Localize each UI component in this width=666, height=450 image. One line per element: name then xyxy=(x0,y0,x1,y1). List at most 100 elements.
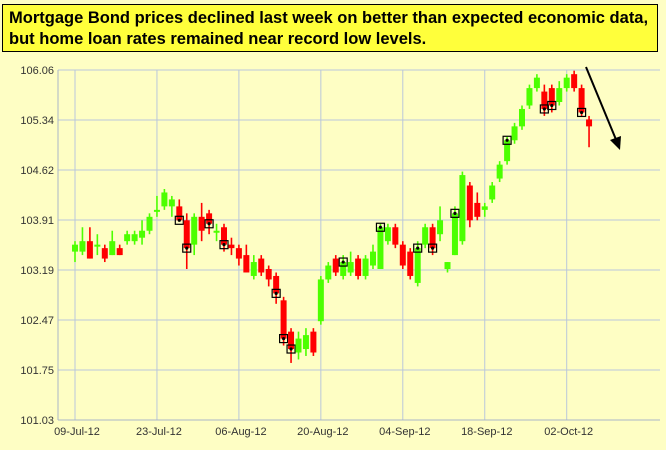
candle-body xyxy=(168,199,175,207)
candle-body xyxy=(392,227,399,245)
candle-body xyxy=(377,227,384,270)
candle-down xyxy=(101,244,108,263)
candle-down xyxy=(198,202,205,242)
candle-body xyxy=(161,192,168,207)
candle-down xyxy=(474,192,481,221)
candle-body xyxy=(101,248,108,259)
x-axis: 09-Jul-12 23-Jul-12 06-Aug-12 20-Aug-12 04-S… xyxy=(54,426,593,438)
candle-body xyxy=(340,262,347,276)
trend-arrow-shaft xyxy=(585,66,618,143)
candle-up xyxy=(347,251,354,276)
x-tick-label: 04-Sep-12 xyxy=(379,426,430,438)
candle-up xyxy=(519,105,525,130)
candle-marker xyxy=(450,208,460,218)
candle-body xyxy=(302,335,309,350)
candle-up xyxy=(384,223,391,245)
candle-marker xyxy=(271,288,281,298)
candle-body xyxy=(206,213,213,224)
candle-up xyxy=(563,74,570,92)
candle-body xyxy=(213,230,220,233)
candle-down xyxy=(86,227,93,259)
candle-up xyxy=(191,213,198,256)
y-tick-label: 101.75 xyxy=(20,365,54,377)
candle-body xyxy=(414,248,421,283)
candle-up xyxy=(250,255,257,280)
candle-up xyxy=(72,241,78,263)
candle-marker-dot xyxy=(416,246,420,250)
candle-up xyxy=(444,262,451,273)
candle-body xyxy=(347,262,354,273)
candle-body xyxy=(325,265,332,280)
candle-up xyxy=(496,161,503,183)
candles xyxy=(72,70,593,363)
candle-up xyxy=(146,213,153,235)
candle-up xyxy=(168,195,175,217)
y-tick-label: 106.06 xyxy=(20,65,54,77)
candle-body xyxy=(437,220,444,235)
trend-arrow-annotation xyxy=(585,66,621,150)
candle-body xyxy=(541,91,548,109)
candle-up xyxy=(153,195,160,217)
candle-body xyxy=(422,227,429,245)
candle-body xyxy=(258,258,265,273)
candle-body xyxy=(86,241,93,259)
candle-up xyxy=(131,230,138,245)
candle-up xyxy=(79,227,86,256)
candle-marker xyxy=(279,333,289,344)
chart-headline-box: Mortgage Bond prices declined last week … xyxy=(2,4,658,52)
candle-up xyxy=(422,223,429,249)
x-tick-label: 09-Jul-12 xyxy=(54,426,100,438)
candle-marker-dot xyxy=(282,336,286,341)
candle-down xyxy=(279,296,289,346)
candle-down xyxy=(332,255,339,276)
candle-body xyxy=(131,234,138,242)
y-tick-label: 105.34 xyxy=(20,115,54,127)
candle-down xyxy=(204,209,214,235)
y-tick-label: 103.91 xyxy=(20,215,54,227)
candle-marker xyxy=(174,215,184,225)
candle-marker xyxy=(428,243,438,253)
candle-down xyxy=(228,237,235,256)
candle-body xyxy=(153,209,160,212)
candle-body xyxy=(250,262,257,276)
candle-down xyxy=(258,255,265,276)
candle-body xyxy=(198,216,205,231)
candle-body xyxy=(556,88,563,103)
candle-up xyxy=(511,122,518,144)
candle-marker xyxy=(204,219,214,229)
candle-marker-dot xyxy=(289,347,293,351)
candle-up xyxy=(437,206,444,242)
candle-down xyxy=(116,244,123,256)
candle-body xyxy=(243,255,250,273)
candle-up xyxy=(459,171,466,245)
candle-marker xyxy=(286,344,296,354)
candle-down xyxy=(182,213,192,270)
candle-marker xyxy=(576,107,587,118)
candle-up xyxy=(109,230,116,256)
x-tick-label: 18-Sep-12 xyxy=(461,426,512,438)
candle-body xyxy=(362,258,369,276)
candle-marker-dot xyxy=(431,246,435,250)
candle-up xyxy=(302,328,309,356)
candle-marker xyxy=(338,257,348,267)
candle-body xyxy=(221,227,227,245)
candle-body xyxy=(176,206,183,221)
y-tick-label: 101.03 xyxy=(20,415,54,427)
candle-marker xyxy=(219,240,229,250)
candle-body xyxy=(72,244,78,252)
candle-down xyxy=(428,223,438,256)
candle-up xyxy=(213,223,220,242)
candle-marker-dot xyxy=(222,243,226,247)
candle-down xyxy=(355,255,362,280)
candle-up xyxy=(533,74,540,92)
candle-body xyxy=(533,77,540,89)
candle-up xyxy=(526,84,533,109)
candle-body xyxy=(310,331,317,353)
candle-body xyxy=(548,88,555,106)
candle-body xyxy=(370,251,376,266)
candle-body xyxy=(586,119,593,127)
candle-marker-dot xyxy=(274,291,278,295)
candle-marker-dot xyxy=(550,103,554,108)
candle-body xyxy=(489,185,496,200)
